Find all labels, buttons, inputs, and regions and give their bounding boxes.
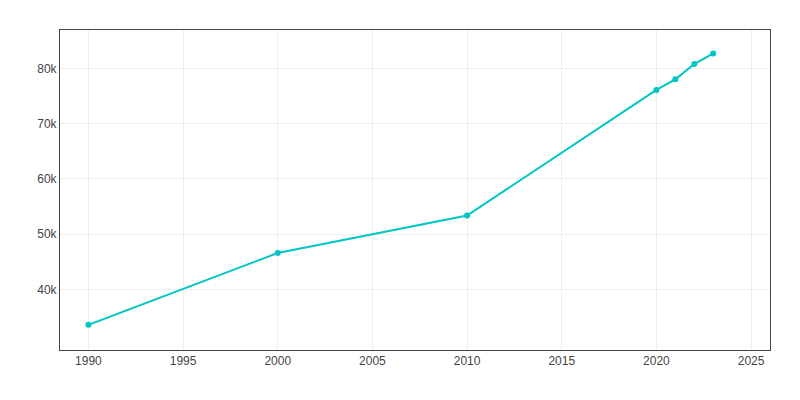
- svg-text:2005: 2005: [359, 354, 386, 368]
- svg-text:1995: 1995: [170, 354, 197, 368]
- svg-text:2000: 2000: [264, 354, 291, 368]
- svg-text:2010: 2010: [454, 354, 481, 368]
- svg-text:1990: 1990: [75, 354, 102, 368]
- svg-text:2015: 2015: [548, 354, 575, 368]
- svg-text:60k: 60k: [37, 172, 57, 186]
- svg-text:2025: 2025: [738, 354, 765, 368]
- svg-text:2020: 2020: [643, 354, 670, 368]
- svg-text:80k: 80k: [37, 62, 57, 76]
- svg-text:50k: 50k: [37, 227, 57, 241]
- svg-text:70k: 70k: [37, 117, 57, 131]
- svg-text:40k: 40k: [37, 283, 57, 297]
